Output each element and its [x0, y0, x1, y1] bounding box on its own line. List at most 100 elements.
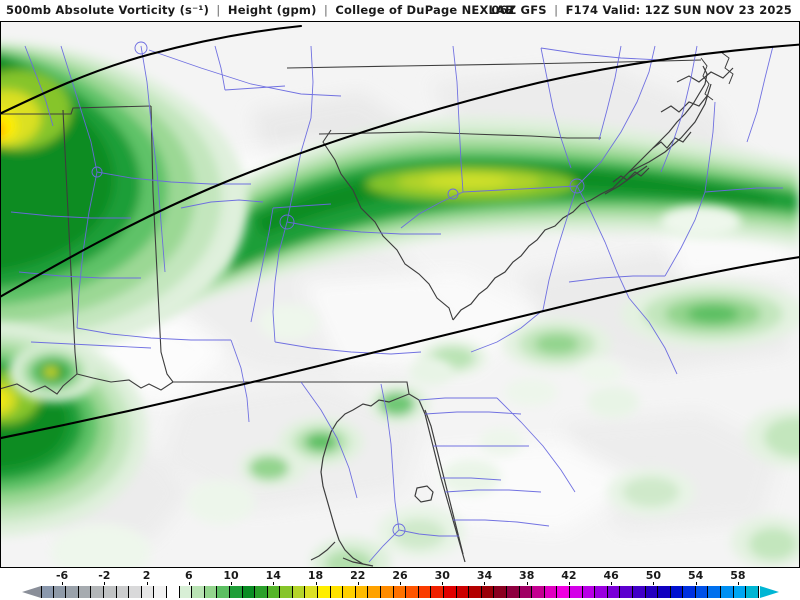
colorbar-swatch	[292, 586, 306, 598]
height-contours	[1, 24, 799, 440]
colorbar-swatch	[444, 586, 457, 598]
colorbar-swatch	[91, 586, 104, 598]
colorbar-swatch	[355, 586, 369, 598]
header-separator-1: |	[216, 3, 221, 17]
colorbar-swatch	[506, 586, 520, 598]
colorbar-tick-mark	[568, 582, 570, 585]
colorbar-swatch	[544, 586, 558, 598]
colorbar-tick-mark	[231, 582, 233, 585]
colorbar-swatch	[103, 586, 117, 598]
colorbar-swatch	[78, 586, 92, 598]
colorbar-swatch	[242, 586, 256, 598]
colorbar-tick-mark	[400, 582, 401, 585]
colorbar-swatch	[645, 586, 659, 598]
colorbar-swatch	[683, 586, 696, 598]
colorbar-tick-label: -6	[55, 569, 69, 582]
colorbar-swatch	[456, 586, 470, 598]
header-overlay-label: Height (gpm)	[227, 3, 317, 17]
colorbar-swatch	[721, 586, 734, 598]
colorbar-swatch	[418, 586, 432, 598]
header-separator-2: |	[323, 3, 329, 17]
colorbar-swatch	[267, 586, 281, 598]
colorbar-tick-mark	[104, 582, 106, 585]
colorbar-swatch	[129, 586, 142, 598]
colorbar-swatch	[469, 586, 482, 598]
colorbar-swatch	[318, 586, 331, 598]
colorbar-swatches[interactable]	[41, 586, 759, 598]
chesapeake-coastline	[700, 51, 734, 101]
header-title-right: 06Z GFS | F174 Valid: 12Z SUN NOV 23 202…	[491, 3, 792, 17]
highway-network	[10, 45, 783, 563]
colorbar-swatch	[204, 586, 218, 598]
colorbar-tick-mark	[695, 582, 697, 585]
colorbar-left-arrow	[22, 586, 41, 598]
colorbar-tick-label: 18	[307, 569, 324, 582]
colorbar-swatch	[746, 586, 759, 598]
colorbar-swatch	[708, 586, 722, 598]
colorbar-swatch	[116, 586, 130, 598]
colorbar[interactable]: -6 -2 2 6 10 14 18 22 26 30 34 38 42 46 50 54 58	[0, 569, 800, 600]
forecast-valid-label: F174 Valid: 12Z SUN NOV 23 2025	[565, 3, 792, 17]
colorbar-swatch	[41, 586, 54, 598]
colorbar-swatch	[305, 586, 319, 598]
colorbar-tick-label: 50	[645, 569, 662, 582]
colorbar-swatch	[393, 586, 407, 598]
colorbar-tick-mark	[188, 582, 190, 585]
colorbar-swatch	[381, 586, 394, 598]
colorbar-tick-label: 38	[519, 569, 535, 582]
colorbar-tick-mark	[62, 582, 64, 585]
colorbar-tick-label: 30	[434, 569, 450, 582]
header-field-label: 500mb Absolute Vorticity (s⁻¹)	[6, 3, 210, 17]
colorbar-tick-mark	[484, 582, 486, 585]
map-canvas[interactable]	[0, 21, 800, 568]
colorbar-swatch	[141, 586, 155, 598]
vorticity-alabama-cell	[9, 342, 97, 402]
colorbar-tick-mark	[653, 582, 655, 585]
colorbar-tick-label: 10	[223, 569, 239, 582]
map-graphic	[1, 22, 799, 567]
colorbar-right-arrow	[760, 586, 779, 598]
colorbar-tick-labels: -6 -2 2 6 10 14 18 22 26 30 34 38 42 46 50 54 58	[0, 569, 800, 585]
colorbar-swatch	[670, 586, 684, 598]
colorbar-swatch	[695, 586, 709, 598]
colorbar-swatch	[343, 586, 356, 598]
colorbar-tick-mark	[737, 582, 739, 585]
colorbar-swatch	[595, 586, 608, 598]
colorbar-tick-label: -2	[98, 569, 111, 582]
colorbar-swatch	[557, 586, 570, 598]
colorbar-swatch	[607, 586, 621, 598]
colorbar-swatch	[53, 586, 67, 598]
header-separator-3: |	[553, 3, 559, 17]
colorbar-tick-label: 58	[730, 569, 746, 582]
colorbar-tick-label: 2	[142, 569, 151, 582]
atlantic-coastline	[452, 65, 734, 321]
colorbar-swatch	[481, 586, 495, 598]
header-source-label: College of DuPage NEXLAB	[335, 3, 515, 17]
colorbar-swatch	[532, 586, 545, 598]
vorticity-northwest-arm	[1, 42, 248, 362]
colorbar-swatch	[179, 586, 193, 598]
colorbar-tick-label: 14	[265, 569, 281, 582]
colorbar-swatch	[582, 586, 596, 598]
colorbar-swatch	[406, 586, 419, 598]
colorbar-tick-mark	[273, 582, 275, 585]
colorbar-tick-label: 42	[561, 569, 577, 582]
colorbar-swatch	[494, 586, 507, 598]
colorbar-swatch	[620, 586, 633, 598]
colorbar-swatch	[166, 586, 180, 598]
colorbar-swatch	[368, 586, 382, 598]
colorbar-swatch	[632, 586, 646, 598]
colorbar-tick-label: 26	[392, 569, 408, 582]
colorbar-tick-mark	[526, 582, 528, 585]
colorbar-swatch	[733, 586, 747, 598]
colorbar-tick-label: 6	[184, 569, 193, 582]
colorbar-tick-mark	[146, 582, 148, 585]
colorbar-swatch	[192, 586, 205, 598]
model-run-label: 06Z GFS	[491, 3, 547, 17]
city-markers	[91, 41, 585, 537]
colorbar-tick-mark	[357, 582, 359, 585]
colorbar-swatch	[431, 586, 444, 598]
colorbar-swatch	[280, 586, 293, 598]
colorbar-tick-label: 22	[350, 569, 366, 582]
